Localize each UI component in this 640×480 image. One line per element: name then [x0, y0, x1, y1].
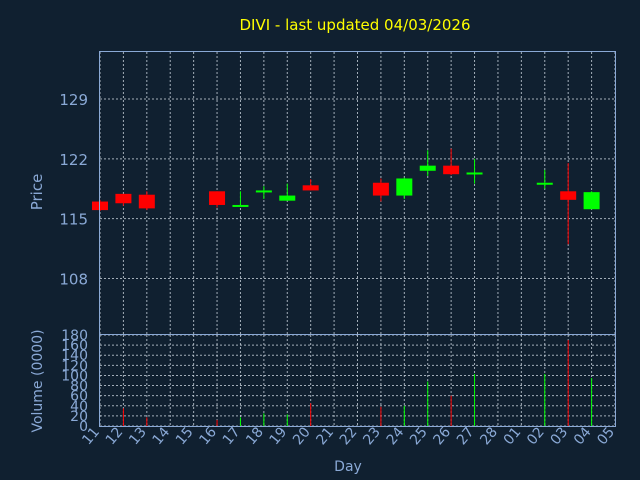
price-axis-label: Price [28, 174, 46, 211]
volume-tick-label: 120 [61, 358, 88, 374]
volume-axis-label: Volume (0000) [30, 329, 46, 432]
volume-tick-label: 20 [70, 409, 88, 425]
volume-bars-layer [122, 340, 593, 426]
x-tick-label: 22 [337, 424, 361, 448]
candle-body [232, 204, 249, 207]
x-tick-label: 18 [243, 424, 267, 448]
candle-body [279, 195, 296, 201]
price-axis: 108 115 122 129 [59, 91, 88, 288]
price-tick-label: 122 [59, 151, 88, 169]
candle-body [209, 191, 226, 205]
x-tick-label: 19 [267, 424, 291, 448]
candle-body [255, 190, 272, 193]
chart-title: DIVI - last updated 04/03/2026 [239, 16, 470, 34]
volume-grid [99, 334, 616, 427]
x-tick-label: 03 [548, 424, 572, 448]
x-tick-label: 02 [524, 424, 548, 448]
volume-tick-label: 140 [61, 348, 88, 364]
x-tick-label: 25 [407, 424, 431, 448]
x-tick-label: 17 [220, 424, 244, 448]
volume-tick-label: 40 [70, 399, 88, 415]
x-axis: 11 12 13 14 15 16 17 18 19 20 21 22 23 24 25 26 27 28 01 02… [79, 424, 618, 448]
volume-tick-label: 80 [70, 379, 88, 395]
x-axis-label: Day [334, 459, 362, 475]
x-tick-label: 15 [173, 424, 197, 448]
x-tick-label: 05 [594, 424, 618, 448]
price-tick-label: 108 [59, 270, 88, 288]
x-tick-label: 16 [196, 424, 220, 448]
x-tick-label: 20 [290, 424, 314, 448]
candle-body [443, 165, 460, 175]
x-tick-label: 24 [384, 424, 408, 448]
candle-body [583, 192, 600, 210]
candle-body [396, 178, 413, 196]
volume-tick-label: 0 [79, 419, 88, 435]
candle-body [560, 191, 577, 200]
x-tick-label: 01 [501, 424, 525, 448]
x-tick-label: 13 [126, 424, 150, 448]
x-tick-label: 23 [360, 424, 384, 448]
price-tick-label: 115 [59, 211, 88, 229]
candle-body [138, 194, 155, 209]
candle-body [115, 193, 132, 204]
candle-body [372, 182, 389, 196]
candle-body [466, 172, 483, 175]
candle-body [419, 165, 436, 171]
volume-tick-label: 60 [70, 389, 88, 405]
x-tick-label: 04 [571, 424, 595, 448]
price-grid [99, 52, 616, 334]
x-tick-label: 28 [477, 424, 501, 448]
volume-tick-label: 100 [61, 368, 88, 384]
price-tick-label: 129 [59, 91, 88, 109]
x-tick-label: 27 [454, 424, 478, 448]
candle-body [536, 182, 553, 185]
x-tick-label: 26 [430, 424, 454, 448]
x-tick-label: 14 [150, 424, 174, 448]
volume-tick-label: 180 [61, 328, 88, 344]
volume-tick-label: 160 [61, 338, 88, 354]
x-tick-label: 12 [103, 424, 127, 448]
x-tick-label: 21 [313, 424, 337, 448]
volume-panel-frame [99, 334, 616, 427]
candle-body [302, 185, 319, 191]
candles-layer [92, 148, 600, 245]
